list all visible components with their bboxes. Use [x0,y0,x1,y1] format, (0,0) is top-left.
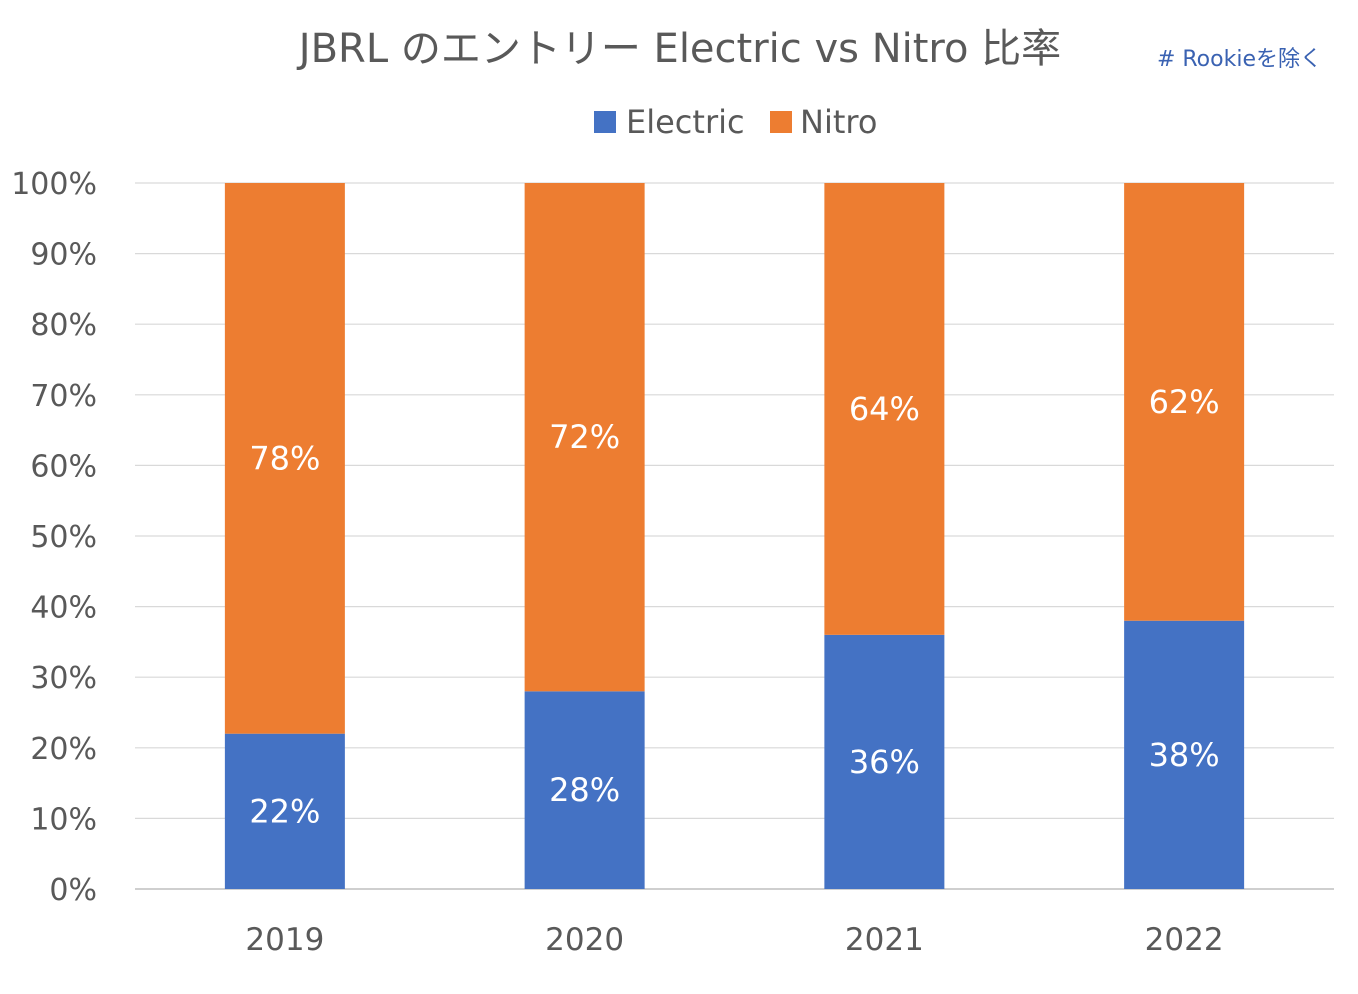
legend-label-nitro: Nitro [800,103,877,141]
y-tick-label: 0% [49,873,97,908]
data-label-electric-2019: 22% [249,792,320,830]
x-tick-label: 2020 [545,922,624,958]
legend-swatch-electric [594,111,616,133]
data-labels: 22% 78% 28% 72% 36% 64% 38% 62% [249,383,1219,830]
legend: Electric Nitro [594,103,877,141]
bar-nitro-2021 [824,183,945,635]
chart-title: JBRL のエントリー Electric vs Nitro 比率 [296,26,1061,72]
legend-swatch-nitro [770,111,792,133]
data-label-electric-2022: 38% [1149,736,1220,774]
bar-electric-2021 [824,634,945,889]
data-label-nitro-2019: 78% [249,439,320,477]
bars [224,183,1245,889]
bar-electric-2020 [524,691,645,889]
y-tick-label: 10% [30,802,97,837]
y-tick-label: 60% [30,449,97,484]
x-axis-ticks: 2019 2020 2021 2022 [245,922,1223,958]
y-axis-ticks: 0% 10% 20% 30% 40% 50% 60% 70% 80% 90% 100% [11,167,97,908]
data-label-electric-2020: 28% [549,771,620,809]
x-tick-label: 2021 [845,922,924,958]
y-tick-label: 40% [30,591,97,626]
x-tick-label: 2022 [1145,922,1224,958]
bar-nitro-2019 [224,183,345,734]
y-tick-label: 50% [30,520,97,555]
y-tick-label: 70% [30,379,97,414]
y-tick-label: 20% [30,732,97,767]
y-tick-label: 80% [30,308,97,343]
x-tick-label: 2019 [245,922,324,958]
legend-label-electric: Electric [626,103,745,141]
y-tick-label: 30% [30,661,97,696]
data-label-electric-2021: 36% [849,743,920,781]
data-label-nitro-2022: 62% [1149,383,1220,421]
y-tick-label: 90% [30,238,97,273]
data-label-nitro-2021: 64% [849,390,920,428]
chart-annotation: # Rookieを除く [1157,47,1322,72]
bar-nitro-2020 [524,183,645,692]
bar-nitro-2022 [1124,183,1245,621]
bar-electric-2022 [1124,620,1245,889]
bar-electric-2019 [224,733,345,889]
data-label-nitro-2020: 72% [549,418,620,456]
y-tick-label: 100% [11,167,97,202]
